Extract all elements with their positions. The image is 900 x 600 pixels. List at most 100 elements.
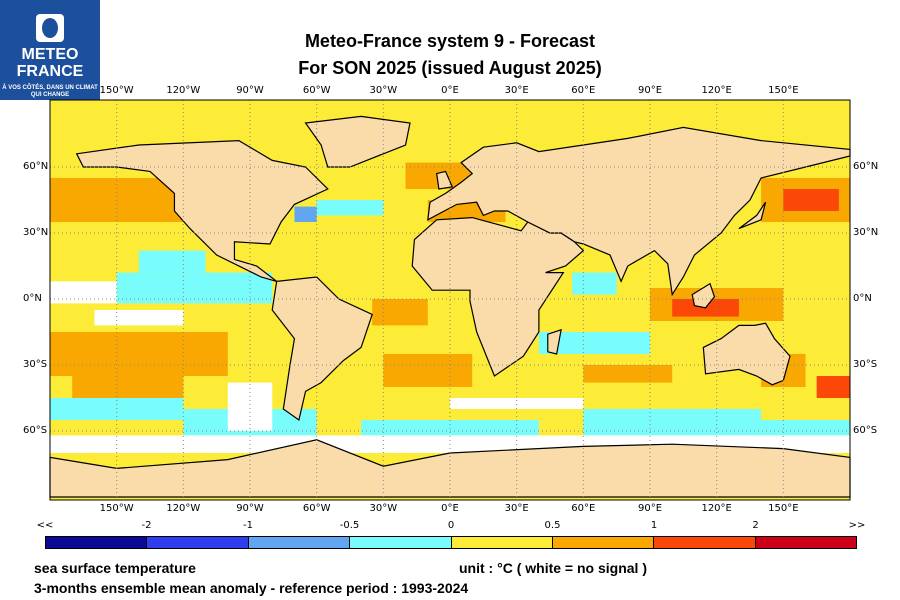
- logo-name-2: FRANCE: [16, 63, 84, 80]
- colorbar-swatch: [654, 537, 756, 548]
- colorbar-swatch: [755, 537, 856, 548]
- anomaly-patch: [450, 398, 584, 409]
- anomaly-patch: [383, 354, 473, 387]
- anomaly-patch: [783, 189, 839, 211]
- landmass-uk: [435, 170, 454, 190]
- colorbar-label: 0.5: [544, 520, 561, 531]
- anomaly-patch: [294, 206, 317, 222]
- anomaly-patch: [116, 272, 273, 304]
- logo-name-1: METEO: [21, 46, 79, 63]
- lat-label-right: 60°S: [853, 425, 878, 436]
- anomaly-patch: [72, 365, 184, 398]
- lon-label-bottom: 0°E: [441, 503, 459, 514]
- anomaly-patch: [538, 332, 650, 354]
- meteo-france-logo: METEO FRANCE À VOS CÔTÉS, DANS UN CLIMAT…: [0, 0, 100, 100]
- description-label: 3-months ensemble mean anomaly - referen…: [34, 580, 469, 596]
- landmass-madagascar: [547, 328, 562, 355]
- anomaly-patch: [227, 382, 273, 431]
- anomaly-patch: [427, 200, 506, 222]
- colorbar-label: -1: [243, 520, 253, 531]
- anomaly-patch: [583, 365, 673, 383]
- ocean-background: [50, 100, 850, 500]
- landmass-greenland: [304, 115, 411, 168]
- lon-label-bottom: 60°W: [302, 503, 331, 514]
- anomaly-patch: [816, 376, 850, 398]
- landmass-antarctica: [49, 439, 851, 498]
- lat-label-left: 0°N: [23, 293, 42, 304]
- landmass-borneo: [691, 282, 716, 309]
- lon-label-top: 60°E: [571, 85, 596, 96]
- anomaly-patch: [361, 420, 539, 436]
- lon-label-bottom: 90°W: [236, 503, 264, 514]
- lon-label-top: 30°E: [504, 85, 529, 96]
- anomaly-patch: [50, 123, 850, 141]
- landmass-south-america: [271, 276, 373, 422]
- lon-label-top: 150°W: [99, 85, 134, 96]
- landmass-japan: [738, 201, 767, 230]
- anomaly-patch: [138, 250, 206, 273]
- anomaly-patch: [761, 420, 850, 436]
- colorbar-swatch: [451, 537, 553, 548]
- lat-label-left: 60°S: [23, 425, 48, 436]
- colorbar-swatch: [147, 537, 249, 548]
- colorbar: [45, 536, 857, 549]
- lon-label-bottom: 120°W: [166, 503, 201, 514]
- lon-label-top: 0°E: [441, 85, 459, 96]
- logo-icon: [36, 14, 64, 42]
- lon-label-bottom: 30°W: [369, 503, 398, 514]
- lat-label-right: 30°N: [853, 227, 879, 238]
- colorbar-swatch: [552, 537, 655, 548]
- lon-label-top: 90°E: [637, 85, 663, 96]
- lon-label-top: 90°W: [236, 85, 264, 96]
- colorbar-swatch: [350, 537, 452, 548]
- lon-label-top: 60°W: [302, 85, 331, 96]
- anomaly-patch: [50, 178, 184, 222]
- colorbar-swatch: [46, 537, 148, 548]
- anomaly-patch: [761, 178, 850, 222]
- colorbar-label: 0: [447, 520, 455, 531]
- colorbar-label: <<: [36, 520, 54, 531]
- colorbar-swatch: [248, 537, 351, 548]
- landmass-australia: [702, 322, 791, 386]
- colorbar-label: -2: [141, 520, 152, 531]
- lon-label-top: 30°W: [369, 85, 398, 96]
- title-line-1: Meteo-France system 9 - Forecast: [304, 31, 596, 51]
- lon-label-top: 120°W: [166, 85, 201, 96]
- anomaly-patch: [761, 354, 806, 387]
- colorbar-label: >>: [848, 520, 866, 531]
- anomaly-patch: [672, 299, 739, 317]
- variable-label: sea surface temperature: [34, 560, 196, 576]
- anomaly-patch: [50, 281, 117, 304]
- anomaly-patch: [183, 409, 317, 436]
- anomaly-patch: [650, 288, 784, 321]
- map-frame: [49, 99, 851, 501]
- anomaly-patch: [94, 310, 184, 326]
- landmass-north-america: [75, 139, 329, 282]
- lat-label-left: 30°S: [23, 359, 48, 370]
- anomaly-patch: [572, 272, 617, 295]
- unit-label: unit : °C ( white = no signal ): [459, 560, 647, 576]
- lon-label-bottom: 150°E: [768, 503, 799, 514]
- colorbar-label: 2: [752, 520, 759, 531]
- lon-label-bottom: 120°E: [701, 503, 732, 514]
- lon-label-bottom: 150°W: [99, 503, 134, 514]
- landmass-africa-arabia: [411, 216, 585, 377]
- lon-label-bottom: 60°E: [571, 503, 596, 514]
- anomaly-patch: [372, 299, 428, 326]
- lat-label-right: 60°N: [853, 161, 879, 172]
- lon-label-bottom: 30°E: [504, 503, 529, 514]
- lat-label-right: 30°S: [853, 359, 878, 370]
- title-line-2: For SON 2025 (issued August 2025): [298, 58, 602, 78]
- lat-label-right: 0°N: [853, 293, 872, 304]
- lon-label-bottom: 90°E: [637, 503, 663, 514]
- anomaly-patch: [50, 332, 228, 376]
- colorbar-label: -0.5: [339, 520, 360, 531]
- anomaly-patch: [316, 200, 384, 216]
- anomaly-patch: [50, 398, 184, 420]
- colorbar-label: 1: [650, 520, 658, 531]
- landmass-eurasia: [427, 126, 851, 297]
- lat-label-left: 30°N: [23, 227, 49, 238]
- anomaly-patch: [50, 435, 850, 453]
- lon-label-top: 120°E: [701, 85, 732, 96]
